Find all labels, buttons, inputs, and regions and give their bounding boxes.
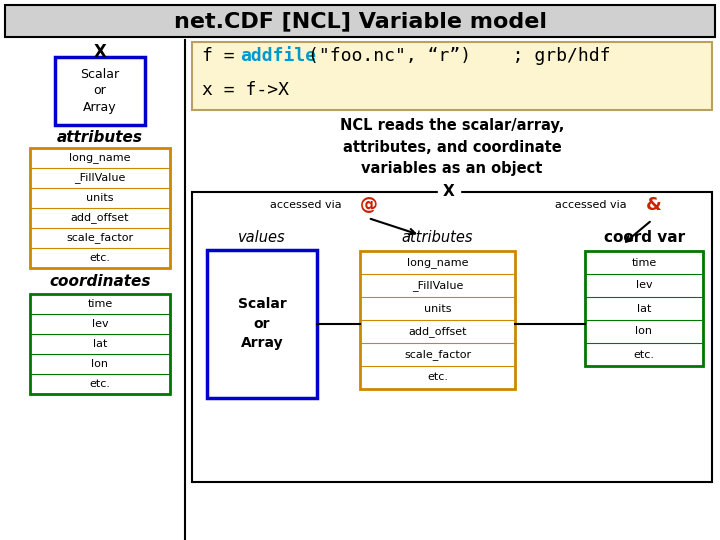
Bar <box>30 148 170 268</box>
Bar <box>192 42 712 110</box>
Text: time: time <box>87 299 112 309</box>
Text: ("foo.nc", “r”): ("foo.nc", “r”) <box>308 47 471 65</box>
Text: lon: lon <box>636 327 652 336</box>
Text: addfile: addfile <box>240 47 316 65</box>
Text: _FillValue: _FillValue <box>412 280 463 291</box>
Text: x = f->X: x = f->X <box>202 81 289 99</box>
Text: @: @ <box>360 196 378 214</box>
Text: coord var: coord var <box>604 231 685 246</box>
Bar <box>30 294 170 394</box>
Bar <box>585 251 703 366</box>
Text: f =: f = <box>202 47 246 65</box>
Text: lev: lev <box>636 280 652 291</box>
Text: etc.: etc. <box>89 379 110 389</box>
Text: scale_factor: scale_factor <box>404 349 471 360</box>
Text: accessed via: accessed via <box>555 200 630 210</box>
Text: coordinates: coordinates <box>49 274 150 289</box>
Text: add_offset: add_offset <box>71 213 130 224</box>
Text: lon: lon <box>91 359 109 369</box>
Text: lev: lev <box>91 319 108 329</box>
Text: time: time <box>631 258 657 267</box>
Bar <box>55 57 145 125</box>
Text: X: X <box>94 43 107 61</box>
Text: &: & <box>646 196 662 214</box>
Text: long_name: long_name <box>69 152 131 164</box>
Text: etc.: etc. <box>427 373 448 382</box>
Text: net.CDF [NCL] Variable model: net.CDF [NCL] Variable model <box>174 11 546 31</box>
Text: attributes: attributes <box>57 130 143 145</box>
Bar <box>192 192 712 482</box>
Text: etc.: etc. <box>89 253 110 263</box>
Bar <box>5 5 715 37</box>
Text: lat: lat <box>636 303 651 314</box>
Text: NCL reads the scalar/array,
attributes, and coordinate
variables as an object: NCL reads the scalar/array, attributes, … <box>340 118 564 176</box>
Text: ; grb/hdf: ; grb/hdf <box>480 47 611 65</box>
Text: values: values <box>238 231 286 246</box>
Text: Scalar
or
Array: Scalar or Array <box>238 298 287 350</box>
Bar <box>360 251 515 389</box>
Text: etc.: etc. <box>634 349 654 360</box>
Text: long_name: long_name <box>407 257 468 268</box>
Bar <box>207 250 317 398</box>
Text: scale_factor: scale_factor <box>66 233 134 244</box>
Text: accessed via: accessed via <box>270 200 345 210</box>
Text: units: units <box>86 193 114 203</box>
Text: attributes: attributes <box>401 231 473 246</box>
Text: X: X <box>443 185 455 199</box>
Text: Scalar
or
Array: Scalar or Array <box>81 68 120 114</box>
Text: lat: lat <box>93 339 107 349</box>
Text: units: units <box>424 303 451 314</box>
Text: _FillValue: _FillValue <box>74 173 126 184</box>
Text: add_offset: add_offset <box>408 326 467 337</box>
